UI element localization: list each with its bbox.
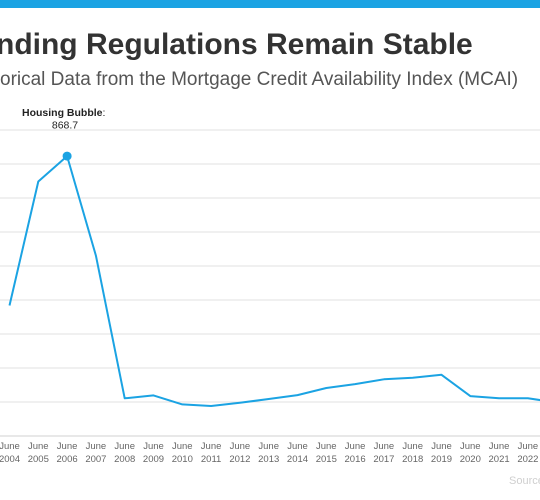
x-tick-label-month: June (374, 441, 395, 452)
chart-title: nding Regulations Remain Stable (0, 28, 473, 61)
annotation-label-name: Housing Bubble (22, 107, 103, 119)
x-tick-label-month: June (114, 441, 135, 452)
x-tick-label-month: June (230, 441, 251, 452)
series-line (8, 155, 540, 407)
series-group (8, 155, 540, 407)
x-tick-label-year: 2018 (402, 454, 423, 465)
x-tick-label-month: June (28, 441, 49, 452)
x-tick-label-year: 2010 (172, 454, 193, 465)
x-tick-label-year: 2016 (345, 454, 366, 465)
x-tick-label-month: June (345, 441, 366, 452)
annotation-label: Housing Bubble: (22, 107, 105, 119)
x-tick-label-year: 2017 (373, 454, 394, 465)
x-tick-label-year: 2015 (316, 454, 337, 465)
x-tick-label-month: June (460, 441, 481, 452)
x-tick-label-year: 2013 (258, 454, 279, 465)
x-tick-label-month: June (316, 441, 337, 452)
x-tick-label-month: June (86, 441, 107, 452)
source-label: Source (509, 475, 540, 487)
x-tick-label-year: 2004 (0, 454, 20, 465)
x-tick-label-year: 2012 (229, 454, 250, 465)
x-tick-label-year: 2006 (57, 454, 78, 465)
x-tick-label-month: June (518, 441, 539, 452)
x-tick-label-month: June (201, 441, 222, 452)
x-tick-label-month: June (402, 441, 423, 452)
annotation-group: Housing Bubble:868.7 (22, 107, 105, 161)
x-tick-label-month: June (431, 441, 452, 452)
top-accent-bar (0, 0, 540, 8)
x-tick-label-year: 2011 (201, 454, 221, 465)
x-tick-label-year: 2021 (489, 454, 510, 465)
peak-marker (62, 151, 72, 161)
x-tick-label-year: 2020 (460, 454, 481, 465)
x-tick-label-year: 2007 (85, 454, 106, 465)
annotation-value: 868.7 (52, 120, 78, 132)
x-tick-label-year: 2019 (431, 454, 452, 465)
x-tick-label-year: 2008 (114, 454, 135, 465)
x-tick-label-month: June (143, 441, 164, 452)
x-tick-label-month: June (57, 441, 78, 452)
x-tick-label-month: June (0, 441, 20, 452)
x-tick-label-year: 2005 (28, 454, 49, 465)
x-tick-label-year: 2022 (517, 454, 538, 465)
gridlines (0, 129, 540, 437)
x-tick-label-year: 2014 (287, 454, 308, 465)
x-tick-label-month: June (258, 441, 279, 452)
chart-subtitle: orical Data from the Mortgage Credit Ava… (0, 69, 519, 90)
x-tick-label-month: June (287, 441, 308, 452)
x-tick-label-month: June (172, 441, 193, 452)
annotation-label-suffix: : (103, 107, 106, 119)
x-tick-label-month: June (489, 441, 510, 452)
x-tick-label-year: 2009 (143, 454, 164, 465)
x-axis-ticks: June 2004 June 2005 June 2006 June 2007 June 2008… (0, 441, 539, 465)
